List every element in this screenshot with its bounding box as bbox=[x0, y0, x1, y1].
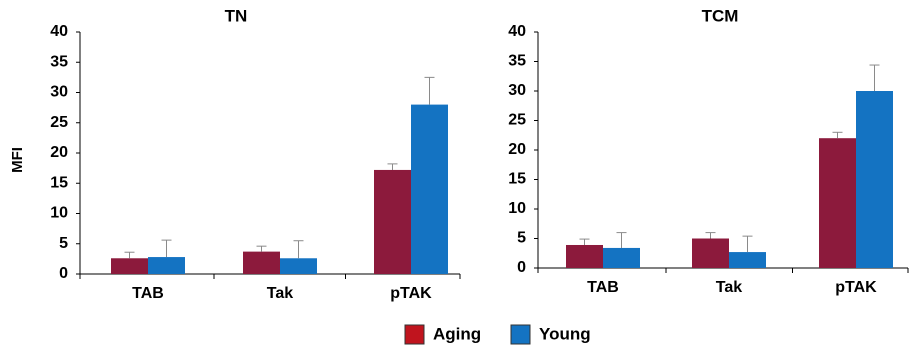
legend-swatch-aging bbox=[404, 324, 425, 345]
bar-aging bbox=[692, 238, 729, 268]
y-tick-label: 10 bbox=[508, 200, 526, 217]
y-tick-label: 25 bbox=[50, 114, 68, 131]
y-axis-label: MFI bbox=[9, 147, 26, 173]
chart-title: TN bbox=[225, 6, 248, 25]
y-tick-label: 0 bbox=[59, 265, 68, 282]
bar-aging bbox=[243, 251, 280, 274]
bar-aging bbox=[111, 258, 148, 274]
bar-young bbox=[729, 252, 766, 268]
bar-young bbox=[280, 258, 317, 274]
y-tick-label: 20 bbox=[50, 144, 68, 161]
legend-swatch-young bbox=[510, 324, 531, 345]
y-tick-label: 15 bbox=[508, 171, 526, 188]
y-tick-label: 0 bbox=[517, 259, 526, 276]
y-tick-label: 20 bbox=[508, 141, 526, 158]
x-tick-label: TAB bbox=[587, 279, 619, 296]
y-tick-label: 10 bbox=[50, 205, 68, 222]
legend-label: Aging bbox=[433, 324, 481, 343]
x-tick-label: pTAK bbox=[835, 279, 877, 296]
bar-young bbox=[603, 247, 640, 268]
y-tick-label: 35 bbox=[508, 53, 526, 70]
y-tick-label: 30 bbox=[50, 84, 68, 101]
y-tick-label: 35 bbox=[50, 53, 68, 70]
x-tick-label: Tak bbox=[716, 279, 742, 296]
bar-aging bbox=[374, 169, 411, 274]
bar-young bbox=[856, 91, 893, 268]
bar-aging bbox=[819, 138, 856, 268]
x-tick-label: Tak bbox=[267, 285, 293, 302]
chart-title: TCM bbox=[702, 6, 739, 25]
bar-aging bbox=[566, 244, 603, 268]
y-tick-label: 40 bbox=[50, 23, 68, 40]
y-tick-label: 40 bbox=[508, 23, 526, 40]
y-tick-label: 30 bbox=[508, 82, 526, 99]
y-tick-label: 25 bbox=[508, 112, 526, 129]
bar-young bbox=[411, 104, 448, 274]
bar-young bbox=[148, 257, 185, 274]
x-tick-label: pTAK bbox=[390, 285, 432, 302]
x-tick-label: TAB bbox=[132, 285, 164, 302]
y-tick-label: 5 bbox=[517, 230, 526, 247]
y-tick-label: 15 bbox=[50, 174, 68, 191]
legend-label: Young bbox=[539, 324, 591, 343]
y-tick-label: 5 bbox=[59, 235, 68, 252]
